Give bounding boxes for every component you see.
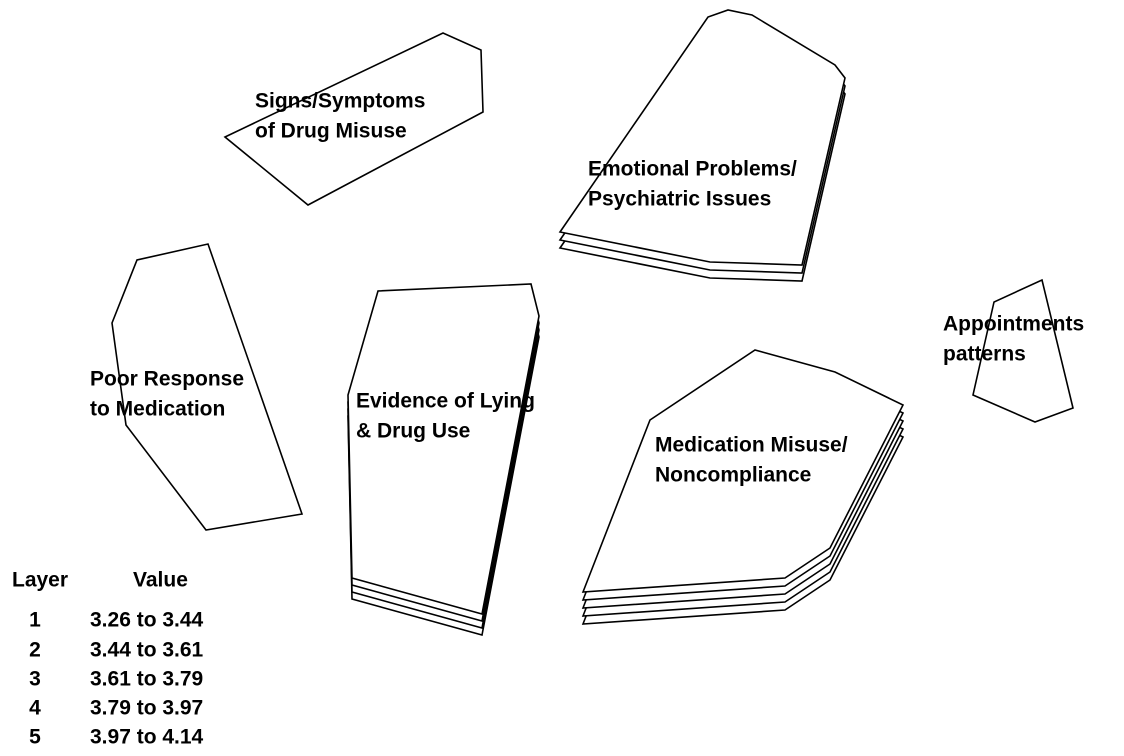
cluster-layer	[581, 349, 905, 593]
legend-value: 3.97 to 4.14	[90, 726, 204, 749]
cluster-label: Signs/Symptoms	[255, 90, 425, 113]
legend-layer: 5	[29, 726, 41, 749]
cluster-label: Psychiatric Issues	[588, 188, 771, 211]
cluster-label: Evidence of Lying	[356, 390, 535, 413]
legend-value: 3.26 to 3.44	[90, 609, 204, 632]
cluster-label: Appointments	[943, 313, 1084, 336]
legend-header: Layer	[12, 569, 68, 592]
cluster-layer	[223, 32, 484, 206]
cluster-label: to Medication	[90, 398, 225, 421]
legend-layer: 1	[29, 609, 41, 632]
cluster-label: Medication Misuse/	[655, 434, 848, 457]
cluster-layer	[347, 283, 540, 616]
cluster-label: of Drug Misuse	[255, 120, 407, 143]
cluster-layer	[972, 278, 1074, 423]
legend-value: 3.61 to 3.79	[90, 668, 203, 691]
cluster-label: Noncompliance	[655, 464, 811, 487]
legend-layer: 2	[29, 639, 41, 662]
cluster-label: patterns	[943, 343, 1026, 366]
cluster-layer	[111, 243, 304, 531]
legend-layer: 3	[29, 668, 41, 691]
cluster-label: & Drug Use	[356, 420, 470, 443]
legend-value: 3.44 to 3.61	[90, 639, 204, 662]
legend-layer: 4	[29, 697, 41, 720]
cluster-label: Poor Response	[90, 368, 244, 391]
cluster-label: Emotional Problems/	[588, 158, 797, 181]
legend-value: 3.79 to 3.97	[90, 697, 203, 720]
cluster-layer	[558, 9, 846, 266]
legend-header: Value	[133, 569, 188, 592]
